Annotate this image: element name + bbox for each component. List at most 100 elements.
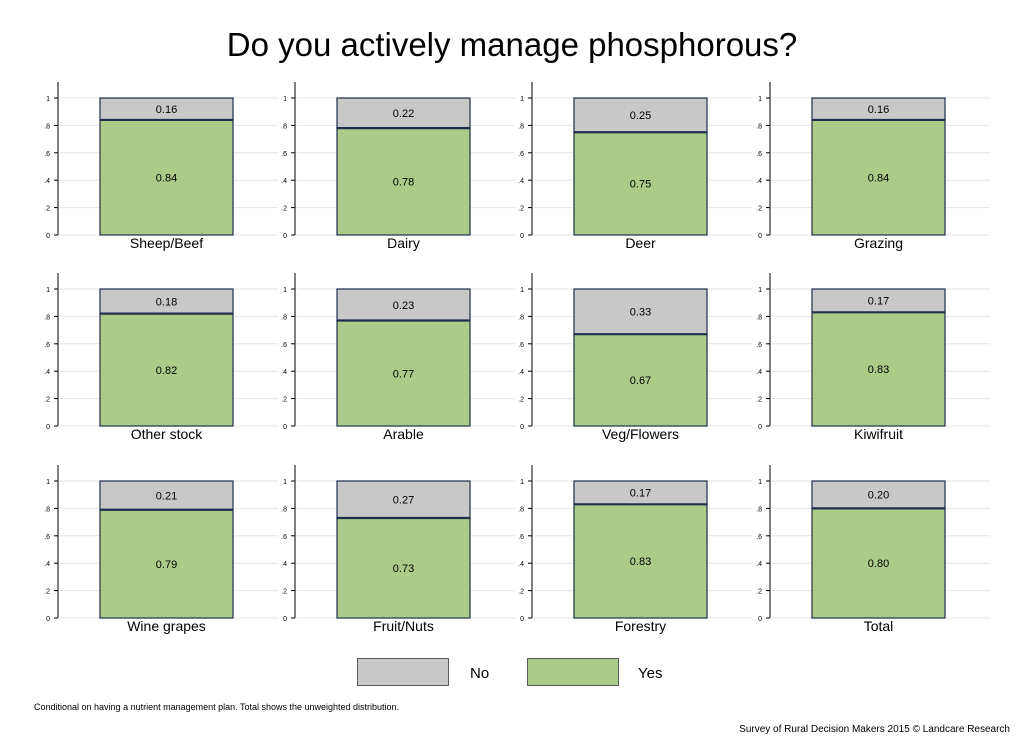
value-label-yes: 0.84 (868, 172, 889, 184)
facet-panel: 0 .2 .4 .6 .8 1 0.67 0.33 Veg/Flowers (518, 273, 752, 442)
facet-panel: 0 .2 .4 .6 .8 1 0.73 0.27 Fruit/Nuts (281, 465, 515, 634)
y-tick-label: .2 (281, 206, 287, 213)
y-tick-label: 1 (283, 96, 287, 103)
value-label-no: 0.22 (393, 108, 414, 120)
facet-label: Other stock (131, 426, 204, 442)
y-tick-label: .8 (518, 314, 524, 321)
value-label-no: 0.25 (630, 110, 651, 122)
y-tick-label: 1 (758, 287, 762, 294)
value-label-yes: 0.82 (156, 365, 177, 377)
y-tick-label: .4 (44, 178, 50, 185)
bar-yes (99, 119, 234, 236)
y-tick-label: .2 (44, 397, 50, 404)
y-tick-label: .6 (44, 342, 50, 349)
y-tick-label: .4 (44, 369, 50, 376)
y-tick-label: .6 (518, 151, 524, 158)
y-tick-label: .8 (44, 506, 50, 513)
y-tick-label: .2 (518, 397, 524, 404)
facet-label: Grazing (854, 235, 903, 251)
facet-label: Fruit/Nuts (373, 618, 434, 634)
y-tick-label: .4 (518, 561, 524, 568)
value-label-yes: 0.67 (630, 375, 651, 387)
y-tick-label: 0 (520, 424, 524, 431)
y-tick-label: .6 (281, 342, 287, 349)
y-tick-label: .2 (756, 206, 762, 213)
y-tick-label: .4 (44, 561, 50, 568)
facet-label: Dairy (387, 235, 420, 251)
y-tick-label: 0 (283, 616, 287, 623)
facet-label: Sheep/Beef (130, 235, 203, 251)
y-tick-label: .6 (44, 151, 50, 158)
value-label-yes: 0.78 (393, 177, 414, 189)
y-tick-label: .4 (281, 178, 287, 185)
y-tick-label: .8 (518, 506, 524, 513)
y-tick-label: .4 (756, 178, 762, 185)
facet-panel: 0 .2 .4 .6 .8 1 0.83 0.17 Kiwifruit (756, 273, 990, 442)
chart-title: Do you actively manage phosphorous? (226, 26, 798, 63)
y-tick-label: 1 (46, 479, 50, 486)
y-tick-label: .2 (756, 589, 762, 596)
facet-label: Forestry (615, 618, 666, 634)
y-tick-label: .6 (281, 534, 287, 541)
facet-panel: 0 .2 .4 .6 .8 1 0.78 0.22 Dairy (281, 82, 515, 251)
y-tick-label: .4 (518, 178, 524, 185)
y-tick-label: 1 (46, 96, 50, 103)
y-tick-label: 0 (283, 424, 287, 431)
value-label-no: 0.33 (630, 307, 651, 319)
value-label-yes: 0.83 (868, 364, 889, 376)
y-tick-label: .2 (281, 589, 287, 596)
y-tick-label: 1 (520, 96, 524, 103)
facet-label: Kiwifruit (854, 426, 903, 442)
y-tick-label: .2 (518, 206, 524, 213)
y-tick-label: 1 (46, 287, 50, 294)
y-tick-label: 0 (520, 233, 524, 240)
y-tick-label: .2 (44, 589, 50, 596)
credit: Survey of Rural Decision Makers 2015 © L… (739, 724, 1010, 735)
y-tick-label: .6 (518, 342, 524, 349)
value-label-no: 0.17 (868, 296, 889, 308)
y-tick-label: 0 (46, 616, 50, 623)
y-tick-label: .4 (281, 369, 287, 376)
value-label-yes: 0.84 (156, 172, 177, 184)
y-tick-label: 0 (520, 616, 524, 623)
bar-yes (336, 517, 471, 619)
value-label-no: 0.20 (868, 490, 889, 502)
y-tick-label: 0 (46, 424, 50, 431)
y-tick-label: .4 (756, 369, 762, 376)
y-tick-label: .2 (44, 206, 50, 213)
y-tick-label: .8 (44, 123, 50, 130)
legend-no-swatch (357, 658, 449, 686)
y-tick-label: .8 (44, 314, 50, 321)
y-tick-label: .6 (756, 534, 762, 541)
y-tick-label: .2 (281, 397, 287, 404)
y-tick-label: .8 (281, 314, 287, 321)
value-label-no: 0.18 (156, 296, 177, 308)
bar-no (573, 288, 708, 335)
y-tick-label: .4 (518, 369, 524, 376)
y-tick-label: .6 (518, 534, 524, 541)
legend-yes-swatch (527, 658, 619, 686)
y-tick-label: 0 (46, 233, 50, 240)
y-tick-label: .6 (281, 151, 287, 158)
facet-panel: 0 .2 .4 .6 .8 1 0.83 0.17 Forestry (518, 465, 752, 634)
facet-panel: 0 .2 .4 .6 .8 1 0.84 0.16 Grazing (756, 82, 990, 251)
footnote: Conditional on having a nutrient managem… (34, 702, 400, 712)
y-tick-label: 1 (283, 479, 287, 486)
value-label-yes: 0.83 (630, 556, 651, 568)
facet-panel: 0 .2 .4 .6 .8 1 0.75 0.25 Deer (518, 82, 752, 251)
value-label-yes: 0.79 (156, 559, 177, 571)
y-tick-label: .4 (756, 561, 762, 568)
y-tick-label: .8 (756, 506, 762, 513)
bar-yes (573, 131, 708, 236)
value-label-no: 0.27 (393, 494, 414, 506)
facet-label: Deer (625, 235, 656, 251)
y-tick-label: .8 (281, 506, 287, 513)
facet-panel: 0 .2 .4 .6 .8 1 0.79 0.21 Wine grapes (44, 465, 278, 634)
y-tick-label: .6 (756, 151, 762, 158)
facet-panel: 0 .2 .4 .6 .8 1 0.80 0.20 Total (756, 465, 990, 634)
y-tick-label: 0 (758, 616, 762, 623)
value-label-yes: 0.80 (868, 558, 889, 570)
legend-no-label: No (470, 665, 490, 682)
facet-label: Veg/Flowers (602, 426, 679, 442)
